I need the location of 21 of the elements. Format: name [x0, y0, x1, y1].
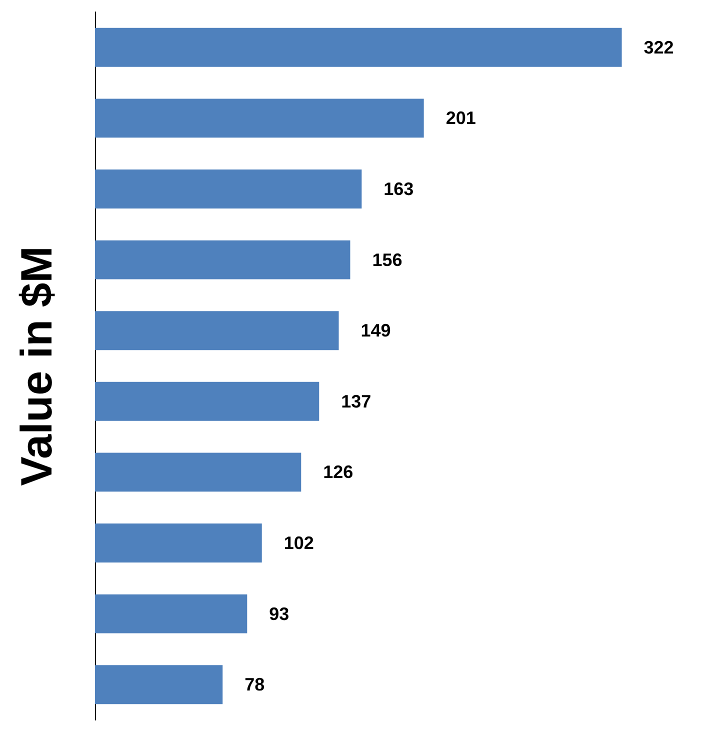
data-label: 156: [372, 250, 402, 270]
bar: [95, 240, 350, 280]
bar: [95, 28, 622, 67]
bar: [95, 98, 424, 138]
data-label: 163: [384, 179, 414, 199]
bar: [95, 665, 223, 704]
data-label: 102: [284, 533, 314, 553]
data-label: 126: [323, 462, 354, 482]
bar: [95, 594, 248, 634]
bar: [95, 170, 362, 208]
bar: [95, 452, 302, 492]
data-label: 137: [341, 391, 372, 412]
bar: [95, 311, 339, 350]
bar: [95, 524, 262, 562]
data-label: 322: [644, 37, 674, 58]
data-label: 78: [244, 674, 265, 695]
y-axis-title: Value in $M: [12, 246, 62, 486]
data-label: 201: [446, 108, 476, 128]
data-label: 93: [269, 604, 290, 624]
data-label: 149: [360, 320, 391, 341]
bar: [95, 382, 320, 421]
